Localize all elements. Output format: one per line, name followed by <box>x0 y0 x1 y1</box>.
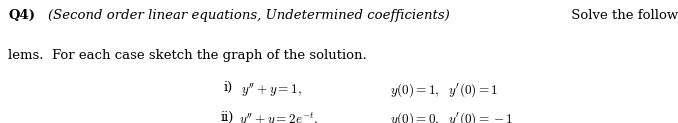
Text: ii): ii) <box>220 111 234 123</box>
Text: Solve the following initial value prob-: Solve the following initial value prob- <box>567 9 678 22</box>
Text: Q4): Q4) <box>8 9 35 22</box>
Text: (Second order linear equations, Undetermined coefficients): (Second order linear equations, Undeterm… <box>48 9 450 22</box>
Text: $y(0) = 0,\ \ y'(0) = -1$: $y(0) = 0,\ \ y'(0) = -1$ <box>390 111 513 123</box>
Text: i): i) <box>224 81 233 94</box>
Text: $y'' + y = 1,$: $y'' + y = 1,$ <box>241 81 302 99</box>
Text: $y'' + y = 2e^{-t},$: $y'' + y = 2e^{-t},$ <box>239 111 318 123</box>
Text: lems.  For each case sketch the graph of the solution.: lems. For each case sketch the graph of … <box>8 49 367 62</box>
Text: $y(0) = 1,\ \ y'(0) = 1$: $y(0) = 1,\ \ y'(0) = 1$ <box>390 81 498 99</box>
